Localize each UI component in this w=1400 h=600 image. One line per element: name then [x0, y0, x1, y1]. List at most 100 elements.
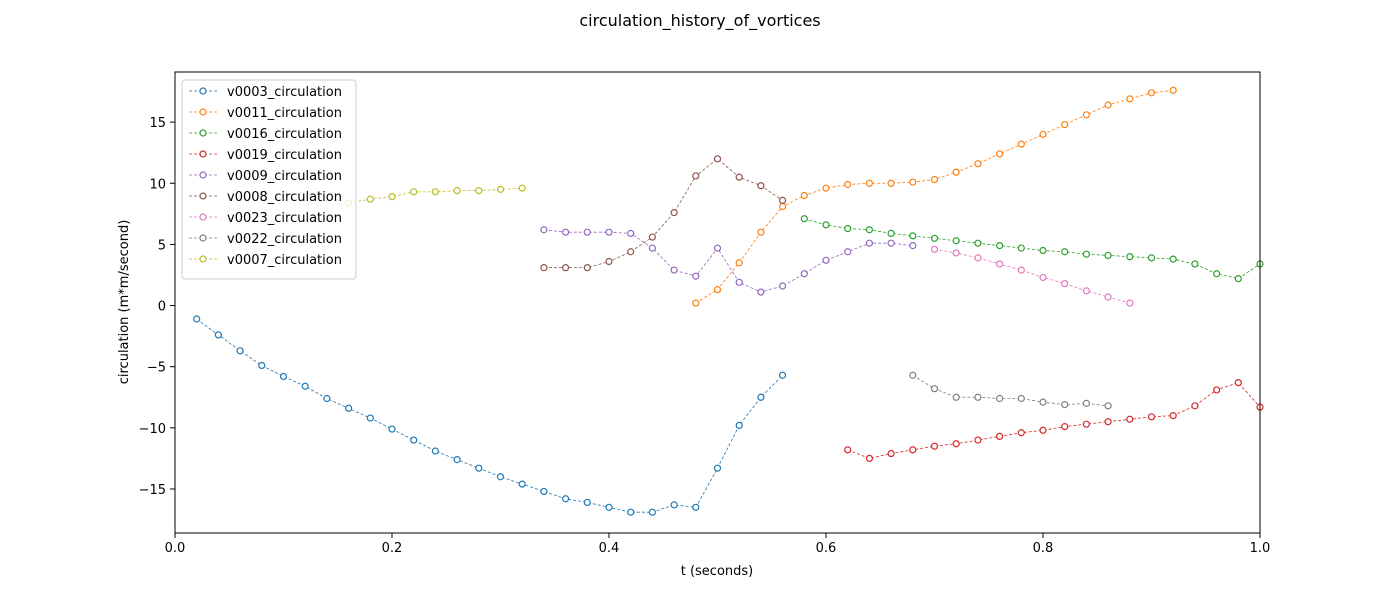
- y-tick-label: 5: [158, 238, 166, 253]
- data-point: [214, 331, 222, 339]
- data-point: [1039, 398, 1047, 406]
- data-point: [605, 503, 613, 511]
- legend-item: v0008_circulation: [189, 190, 342, 205]
- x-tick-label: 0.8: [1033, 541, 1054, 556]
- legend-label: v0019_circulation: [227, 148, 342, 163]
- data-point: [1234, 275, 1242, 283]
- data-point: [431, 447, 439, 455]
- data-point: [995, 242, 1004, 250]
- legend-marker: [199, 171, 207, 179]
- data-point: [1017, 394, 1025, 403]
- legend-item: v0016_circulation: [189, 127, 342, 142]
- data-point: [388, 193, 396, 201]
- data-point: [518, 184, 526, 192]
- y-tick-label: −10: [139, 422, 166, 437]
- data-point: [995, 260, 1004, 268]
- data-point: [475, 187, 483, 195]
- data-point: [1104, 418, 1112, 426]
- data-point: [279, 372, 288, 381]
- series-v0016_circulation: [800, 215, 1264, 283]
- data-point: [735, 421, 743, 429]
- data-point: [540, 487, 548, 496]
- data-point: [1017, 266, 1025, 274]
- data-point: [1061, 401, 1069, 409]
- data-point: [605, 228, 613, 236]
- data-point: [778, 371, 787, 379]
- data-point: [388, 425, 396, 433]
- legend-item: v0003_circulation: [189, 85, 342, 100]
- data-point: [757, 228, 765, 236]
- x-tick-label: 0.2: [382, 541, 403, 556]
- legend-item: v0022_circulation: [189, 232, 342, 247]
- data-point: [561, 264, 570, 272]
- data-point: [1191, 402, 1199, 410]
- data-point: [605, 257, 613, 266]
- data-point: [670, 501, 678, 509]
- y-tick-label: −15: [139, 483, 166, 498]
- data-point: [952, 440, 960, 448]
- data-point: [258, 361, 266, 370]
- y-tick-label: 15: [149, 116, 166, 131]
- data-point: [930, 442, 939, 450]
- plot-area: [193, 86, 1264, 516]
- data-point: [670, 209, 678, 217]
- data-point: [236, 347, 244, 355]
- data-point: [735, 278, 743, 286]
- data-point: [1017, 429, 1025, 437]
- y-tick-label: −5: [147, 361, 166, 376]
- x-tick-label: 0.6: [816, 541, 837, 556]
- data-point: [540, 264, 548, 272]
- data-point: [692, 172, 700, 180]
- data-point: [1126, 299, 1134, 307]
- data-point: [822, 221, 830, 229]
- data-point: [713, 286, 722, 294]
- data-point: [301, 382, 309, 390]
- series-line: [543, 158, 783, 269]
- legend-label: v0008_circulation: [227, 190, 342, 205]
- data-point: [1169, 412, 1177, 420]
- data-point: [496, 473, 505, 481]
- data-point: [713, 155, 722, 163]
- data-point: [778, 282, 787, 290]
- legend-marker: [199, 192, 207, 200]
- data-point: [648, 244, 657, 252]
- legend-label: v0022_circulation: [227, 232, 342, 247]
- data-point: [1147, 413, 1156, 421]
- data-point: [909, 446, 917, 454]
- data-point: [1169, 86, 1177, 94]
- data-point: [323, 394, 331, 403]
- data-point: [778, 202, 787, 211]
- series-line: [934, 248, 1130, 304]
- y-axis: −15 −10 −5 0 5 10 15: [139, 116, 175, 498]
- data-point: [670, 266, 678, 274]
- data-point: [1104, 293, 1112, 301]
- data-point: [930, 176, 939, 184]
- series-v0003_circulation: [193, 315, 787, 516]
- series-line: [804, 218, 1261, 280]
- data-point: [410, 436, 418, 444]
- data-point: [1039, 273, 1047, 282]
- data-point: [757, 182, 765, 190]
- legend-label: v0016_circulation: [227, 127, 342, 142]
- data-point: [778, 196, 787, 204]
- data-point: [1061, 248, 1069, 256]
- series-v0019_circulation: [844, 378, 1264, 463]
- data-point: [1191, 260, 1199, 268]
- data-point: [995, 394, 1004, 403]
- data-point: [952, 237, 960, 245]
- data-point: [844, 224, 852, 233]
- data-point: [627, 508, 635, 516]
- data-point: [366, 195, 374, 203]
- legend: v0003_circulation v0011_circulation v0016_…: [181, 79, 357, 280]
- legend-marker: [199, 213, 207, 221]
- data-point: [1082, 250, 1091, 258]
- legend-marker: [199, 129, 207, 137]
- legend-item: v0007_circulation: [189, 253, 342, 268]
- legend-marker: [199, 255, 207, 263]
- data-point: [627, 248, 635, 256]
- data-point: [453, 187, 461, 195]
- data-point: [887, 179, 895, 187]
- data-point: [822, 184, 830, 192]
- data-point: [1104, 402, 1112, 410]
